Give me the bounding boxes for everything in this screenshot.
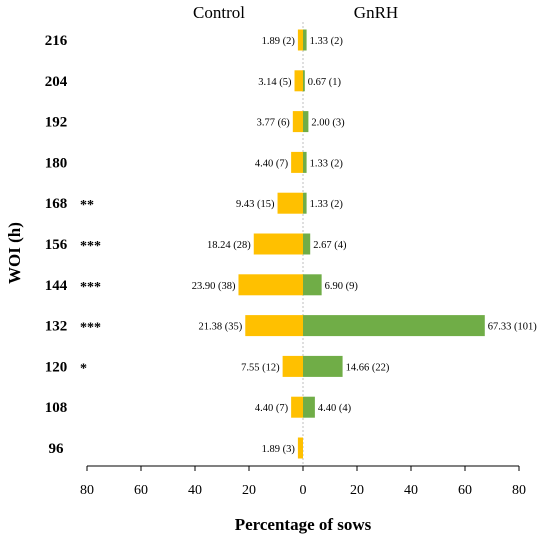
- control-bar: [245, 315, 303, 337]
- control-data-label: 4.40 (7): [255, 158, 289, 169]
- x-tick-label: 80: [512, 483, 526, 498]
- gnrh-bar: [303, 192, 307, 214]
- category-label: 192: [45, 115, 68, 131]
- bars-group: [238, 29, 485, 459]
- control-bar: [297, 29, 303, 51]
- control-bar: [294, 70, 303, 92]
- category-label: 144: [45, 278, 68, 294]
- category-label: 96: [49, 441, 65, 457]
- gnrh-bar: [303, 29, 307, 51]
- control-data-label: 1.89 (3): [262, 444, 296, 455]
- significance-marker: ***: [80, 239, 101, 254]
- x-tick-label: 80: [80, 483, 94, 498]
- control-bar: [277, 192, 303, 214]
- gnrh-bar: [303, 70, 305, 92]
- significance-marker: ***: [80, 321, 101, 336]
- gnrh-data-label: 1.33 (2): [310, 199, 344, 210]
- gnrh-bar: [303, 315, 485, 337]
- x-tick-label: 0: [300, 483, 307, 498]
- control-bar: [253, 233, 303, 255]
- gnrh-data-label: 1.33 (2): [310, 36, 344, 47]
- gnrh-data-label: 2.67 (4): [313, 240, 347, 251]
- gnrh-data-label: 67.33 (101): [488, 322, 537, 333]
- gnrh-bar: [303, 274, 322, 296]
- x-ticks-group: 80 60 40 20 0 20 40 60 80: [80, 466, 526, 498]
- control-data-label: 3.77 (6): [257, 118, 291, 129]
- control-bar: [291, 151, 303, 173]
- x-tick-label: 20: [350, 483, 364, 498]
- x-axis-title: Percentage of sows: [235, 515, 372, 534]
- gnrh-bar: [303, 355, 343, 377]
- x-tick-label: 40: [404, 483, 418, 498]
- control-data-label: 9.43 (15): [236, 199, 275, 210]
- control-data-label: 7.55 (12): [241, 362, 280, 373]
- significance-marker: **: [80, 198, 94, 213]
- category-label: 168: [45, 196, 68, 212]
- gnrh-series-title: GnRH: [354, 3, 398, 22]
- x-tick-label: 40: [188, 483, 202, 498]
- x-tick-label: 60: [458, 483, 472, 498]
- significance-marker: ***: [80, 280, 101, 295]
- control-data-label: 4.40 (7): [255, 403, 289, 414]
- gnrh-data-label: 4.40 (4): [318, 403, 352, 414]
- gnrh-bar: [303, 111, 309, 133]
- gnrh-data-label: 6.90 (9): [325, 281, 359, 292]
- gnrh-bar: [303, 396, 315, 418]
- category-label: 156: [45, 237, 68, 253]
- category-label: 216: [45, 33, 68, 49]
- x-tick-label: 60: [134, 483, 148, 498]
- gnrh-data-label: 2.00 (3): [311, 118, 345, 129]
- control-series-title: Control: [193, 3, 245, 22]
- x-tick-label: 20: [242, 483, 256, 498]
- category-label: 108: [45, 400, 68, 416]
- gnrh-bar: [303, 151, 307, 173]
- category-label: 120: [45, 359, 68, 375]
- category-label: 180: [45, 155, 68, 171]
- control-bar: [238, 274, 303, 296]
- control-data-label: 18.24 (28): [207, 240, 251, 251]
- gnrh-data-label: 1.33 (2): [310, 158, 344, 169]
- control-data-label: 3.14 (5): [258, 77, 292, 88]
- category-label: 204: [45, 74, 68, 90]
- control-bar: [297, 437, 303, 459]
- gnrh-bar: [303, 233, 311, 255]
- control-bar: [292, 111, 303, 133]
- control-bar: [291, 396, 303, 418]
- control-data-label: 21.38 (35): [199, 322, 243, 333]
- labels-group: 216 1.89 (2) 1.33 (2) 204 3.14 (5) 0.67 (1) 19…: [45, 33, 538, 457]
- control-data-label: 1.89 (2): [262, 36, 296, 47]
- control-bar: [282, 355, 303, 377]
- gnrh-data-label: 0.67 (1): [308, 77, 342, 88]
- significance-marker: *: [80, 361, 87, 376]
- control-data-label: 23.90 (38): [192, 281, 236, 292]
- gnrh-data-label: 14.66 (22): [346, 362, 390, 373]
- y-axis-title: WOI (h): [5, 222, 24, 284]
- category-label: 132: [45, 319, 68, 335]
